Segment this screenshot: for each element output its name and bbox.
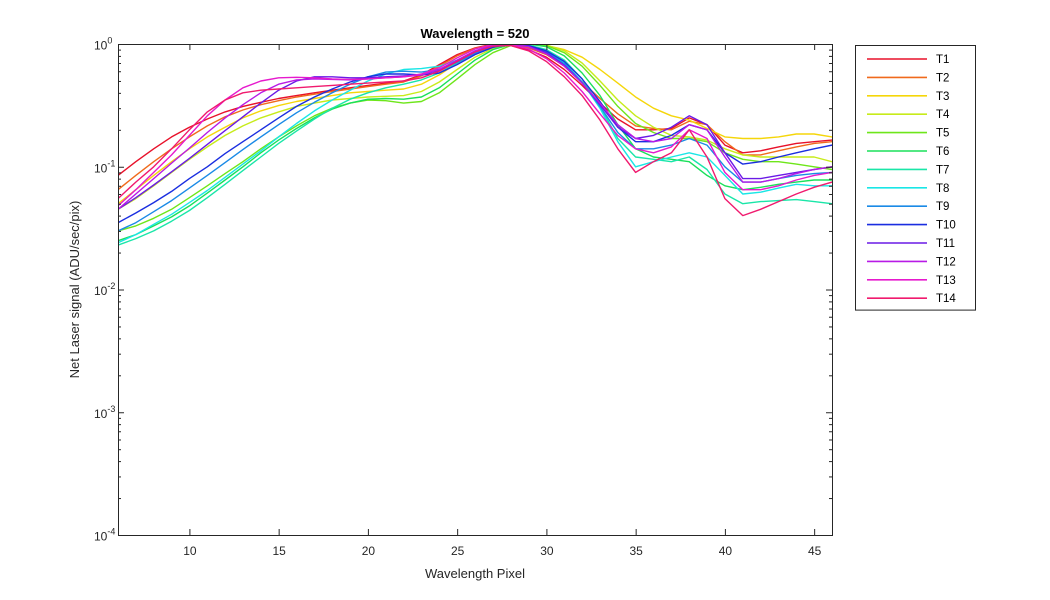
legend-item-t13: T13 — [867, 275, 956, 287]
series-line-t13 — [118, 44, 832, 207]
legend-item-t4: T4 — [867, 109, 950, 121]
x-tick-label: 10 — [183, 544, 197, 558]
legend-label: T12 — [936, 256, 956, 268]
legend-label: T13 — [936, 275, 956, 287]
x-tick: 20 — [362, 44, 376, 558]
y-tick-label: 10-4 — [94, 527, 115, 544]
legend-label: T5 — [936, 128, 949, 140]
tick-layer: 10 15 20 25 30 35 40 45 10-4 10-3 10-2 10-1 100 — [94, 36, 832, 558]
x-tick: 30 — [540, 44, 554, 558]
x-tick-label: 30 — [540, 544, 554, 558]
y-tick: 10-4 — [94, 527, 832, 544]
legend-item-t2: T2 — [867, 72, 949, 84]
x-tick-label: 35 — [629, 544, 643, 558]
legend-label: T14 — [936, 293, 956, 305]
x-tick-label: 15 — [272, 544, 286, 558]
legend-item-t10: T10 — [867, 220, 956, 232]
x-tick: 15 — [272, 44, 286, 558]
legend-item-t1: T1 — [867, 54, 949, 66]
legend-item-t6: T6 — [867, 146, 949, 158]
legend: T1 T2 T3 T4 T5 T6 T7 T8 T9 T10 T11 T12 T13 T14 — [855, 45, 976, 311]
x-axis-label: Wavelength Pixel — [425, 566, 525, 581]
legend-label: T1 — [936, 54, 949, 66]
y-tick: 100 — [94, 36, 832, 53]
legend-items: T1 T2 T3 T4 T5 T6 T7 T8 T9 T10 T11 T12 T13 T14 — [867, 54, 956, 305]
axes-background — [118, 44, 832, 535]
legend-item-t11: T11 — [867, 238, 955, 250]
x-tick-label: 25 — [451, 544, 465, 558]
x-tick-label: 45 — [808, 544, 822, 558]
legend-item-t5: T5 — [867, 128, 949, 140]
x-tick: 45 — [808, 44, 822, 558]
legend-item-t14: T14 — [867, 293, 956, 305]
y-tick-label: 10-3 — [94, 404, 115, 421]
y-tick: 10-1 — [94, 158, 832, 175]
legend-label: T6 — [936, 146, 949, 158]
y-tick-label: 100 — [94, 36, 112, 53]
legend-label: T8 — [936, 183, 949, 195]
legend-label: T3 — [936, 91, 949, 103]
legend-box — [855, 45, 976, 311]
y-tick-label: 10-2 — [94, 281, 115, 298]
legend-label: T11 — [936, 238, 955, 250]
legend-item-t9: T9 — [867, 201, 949, 213]
legend-item-t7: T7 — [867, 164, 949, 176]
legend-item-t8: T8 — [867, 183, 949, 195]
x-tick: 10 — [183, 44, 197, 558]
series-line-t12 — [118, 44, 832, 211]
legend-label: T2 — [936, 72, 949, 84]
legend-item-t12: T12 — [867, 256, 956, 268]
legend-label: T9 — [936, 201, 949, 213]
series-layer — [118, 44, 832, 246]
y-tick: 10-3 — [94, 404, 832, 421]
y-axis-label: Net Laser signal (ADU/sec/pix) — [67, 201, 82, 379]
series-line-t5 — [118, 44, 832, 232]
series-line-t10 — [118, 44, 832, 224]
chart-title: Wavelength = 520 — [421, 26, 530, 41]
series-line-t14 — [118, 44, 832, 217]
x-tick: 25 — [451, 44, 465, 558]
y-tick-label: 10-1 — [94, 158, 115, 175]
y-tick: 10-2 — [94, 281, 832, 298]
x-tick-label: 40 — [719, 544, 733, 558]
series-line-t6 — [118, 44, 832, 242]
legend-label: T7 — [936, 164, 949, 176]
series-line-t9 — [118, 44, 832, 232]
series-line-t4 — [118, 44, 832, 211]
legend-label: T10 — [936, 220, 956, 232]
legend-label: T4 — [936, 109, 950, 121]
legend-item-t3: T3 — [867, 91, 949, 103]
x-tick-label: 20 — [362, 544, 376, 558]
x-tick: 35 — [629, 44, 643, 558]
x-tick: 40 — [719, 44, 733, 558]
plot-area: 10 15 20 25 30 35 40 45 10-4 10-3 10-2 10-1 100 — [94, 36, 833, 558]
